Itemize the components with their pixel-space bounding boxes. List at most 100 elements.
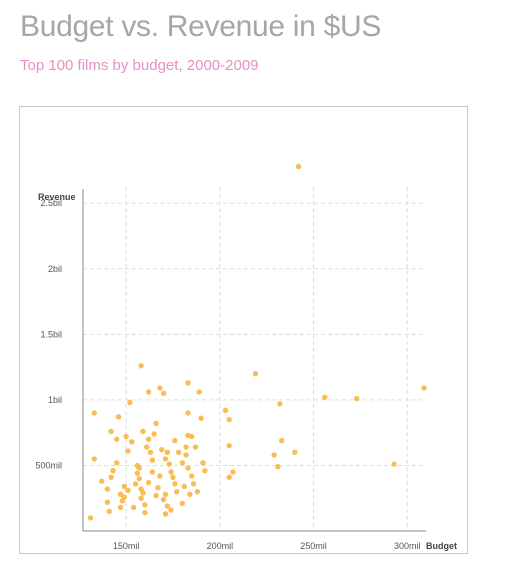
data-point[interactable] bbox=[275, 464, 281, 470]
data-point[interactable] bbox=[104, 499, 111, 505]
data-point[interactable] bbox=[200, 460, 206, 466]
data-point[interactable] bbox=[153, 420, 159, 427]
data-point[interactable] bbox=[172, 437, 178, 444]
data-point[interactable] bbox=[136, 465, 142, 471]
data-point[interactable] bbox=[164, 449, 171, 456]
data-point[interactable] bbox=[129, 439, 135, 445]
data-point[interactable] bbox=[125, 487, 131, 494]
data-point[interactable] bbox=[162, 491, 169, 497]
data-point[interactable] bbox=[187, 491, 193, 497]
data-point[interactable] bbox=[160, 496, 167, 503]
data-point[interactable] bbox=[183, 452, 189, 458]
data-point[interactable] bbox=[295, 163, 302, 170]
data-point[interactable] bbox=[115, 414, 122, 420]
data-point[interactable] bbox=[159, 447, 165, 453]
data-point[interactable] bbox=[151, 431, 157, 437]
data-point[interactable] bbox=[179, 500, 186, 507]
data-point[interactable] bbox=[170, 474, 176, 480]
data-point[interactable] bbox=[134, 470, 141, 477]
data-point[interactable] bbox=[91, 410, 97, 416]
data-point[interactable] bbox=[421, 385, 427, 391]
data-point[interactable] bbox=[196, 389, 202, 395]
data-point[interactable] bbox=[183, 444, 189, 450]
data-point[interactable] bbox=[147, 449, 154, 456]
data-point[interactable] bbox=[138, 363, 144, 369]
data-point[interactable] bbox=[226, 443, 232, 449]
data-point[interactable] bbox=[153, 492, 159, 499]
data-point[interactable] bbox=[168, 507, 174, 513]
grid-lines bbox=[83, 187, 426, 531]
data-point[interactable] bbox=[91, 456, 97, 462]
data-point[interactable] bbox=[157, 473, 163, 479]
data-point[interactable] bbox=[108, 428, 114, 435]
data-point[interactable] bbox=[127, 399, 133, 406]
data-point[interactable] bbox=[108, 474, 114, 480]
data-point[interactable] bbox=[155, 485, 161, 491]
data-point[interactable] bbox=[160, 390, 167, 397]
data-point[interactable] bbox=[181, 483, 187, 490]
data-point[interactable] bbox=[226, 474, 232, 480]
data-point[interactable] bbox=[185, 410, 191, 416]
data-point[interactable] bbox=[144, 444, 150, 450]
data-point[interactable] bbox=[145, 389, 152, 395]
data-point[interactable] bbox=[189, 473, 195, 479]
y-tick-label: 500mil bbox=[35, 460, 62, 470]
data-point[interactable] bbox=[185, 380, 191, 386]
data-point[interactable] bbox=[202, 467, 208, 474]
data-point[interactable] bbox=[226, 416, 232, 423]
data-point[interactable] bbox=[138, 495, 144, 501]
data-point[interactable] bbox=[222, 407, 229, 414]
data-point[interactable] bbox=[123, 433, 129, 440]
data-point[interactable] bbox=[140, 428, 146, 435]
data-point[interactable] bbox=[149, 457, 156, 463]
data-point[interactable] bbox=[130, 504, 137, 511]
data-point[interactable] bbox=[106, 508, 112, 515]
data-point[interactable] bbox=[166, 461, 172, 467]
data-point[interactable] bbox=[121, 494, 127, 500]
data-point[interactable] bbox=[140, 490, 146, 496]
data-point[interactable] bbox=[142, 502, 148, 508]
data-point[interactable] bbox=[164, 503, 171, 509]
data-point[interactable] bbox=[189, 433, 195, 440]
data-point[interactable] bbox=[278, 437, 285, 444]
data-point[interactable] bbox=[145, 436, 152, 442]
data-point[interactable] bbox=[117, 491, 124, 497]
data-point[interactable] bbox=[132, 481, 139, 487]
data-point[interactable] bbox=[179, 460, 186, 466]
data-point[interactable] bbox=[271, 452, 277, 458]
data-point[interactable] bbox=[292, 449, 298, 456]
data-point[interactable] bbox=[104, 486, 111, 492]
data-point[interactable] bbox=[121, 483, 127, 490]
data-point[interactable] bbox=[174, 488, 180, 495]
data-point[interactable] bbox=[114, 460, 120, 466]
data-point[interactable] bbox=[110, 467, 116, 474]
data-point[interactable] bbox=[114, 436, 120, 442]
data-point[interactable] bbox=[391, 461, 397, 467]
data-point[interactable] bbox=[149, 469, 156, 475]
data-point[interactable] bbox=[136, 475, 142, 482]
data-point[interactable] bbox=[87, 515, 94, 521]
data-point[interactable] bbox=[99, 478, 105, 484]
data-point[interactable] bbox=[192, 444, 199, 450]
data-point[interactable] bbox=[185, 465, 191, 471]
data-point[interactable] bbox=[190, 481, 197, 487]
data-point[interactable] bbox=[322, 394, 328, 400]
x-tick-label: 150mil bbox=[113, 541, 140, 551]
data-point[interactable] bbox=[145, 479, 152, 486]
data-point[interactable] bbox=[252, 370, 259, 377]
data-point[interactable] bbox=[157, 385, 163, 391]
chart-frame: 150mil 200mil 250mil 300mil 500mil 1bil 1.5bil… bbox=[19, 106, 468, 554]
data-point[interactable] bbox=[175, 449, 182, 456]
data-point[interactable] bbox=[198, 415, 204, 421]
data-point[interactable] bbox=[230, 469, 236, 475]
data-point[interactable] bbox=[168, 469, 174, 475]
data-point[interactable] bbox=[194, 488, 201, 495]
data-point[interactable] bbox=[162, 511, 169, 517]
data-point[interactable] bbox=[162, 456, 169, 462]
data-point[interactable] bbox=[125, 448, 131, 454]
data-point[interactable] bbox=[117, 504, 124, 511]
data-point[interactable] bbox=[353, 395, 360, 402]
data-point[interactable] bbox=[277, 401, 283, 407]
data-point[interactable] bbox=[142, 509, 148, 516]
data-point[interactable] bbox=[172, 481, 178, 487]
